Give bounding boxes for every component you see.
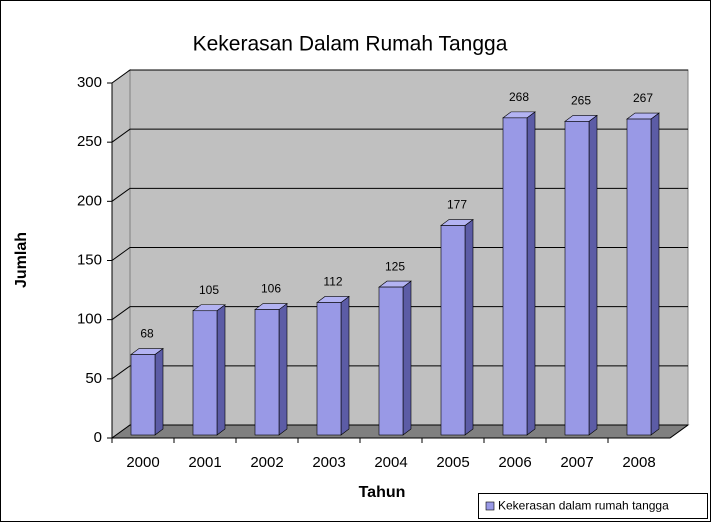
value-label: 177 (447, 198, 467, 212)
y-tick-label: 100 (77, 311, 102, 328)
grid-line (111, 365, 688, 380)
bar-side (278, 302, 288, 436)
x-axis-depth (669, 424, 689, 439)
grid-line (111, 69, 688, 84)
y-tick-label: 50 (85, 370, 102, 387)
legend-box (478, 493, 708, 519)
y-tick-label: 300 (77, 74, 102, 91)
value-label: 267 (633, 91, 653, 105)
y-tick-label: 0 (94, 429, 102, 446)
bar (130, 354, 156, 436)
x-tick-label: 2007 (560, 454, 593, 471)
bar (254, 309, 280, 436)
bar (502, 117, 528, 436)
x-tick-label: 2004 (374, 454, 407, 471)
bar (316, 302, 342, 436)
grid-line (111, 187, 688, 202)
grid-line (111, 306, 688, 321)
bar (378, 286, 404, 436)
chart-title: Kekerasan Dalam Rumah Tangga (193, 33, 508, 56)
x-tick-label: 2002 (250, 454, 283, 471)
legend-swatch (485, 501, 495, 511)
bar-side (216, 304, 226, 436)
grid-line (111, 424, 688, 439)
bar (564, 121, 590, 436)
x-tick-label: 2000 (126, 454, 159, 471)
bar-side (588, 114, 598, 436)
bar-side (526, 111, 536, 436)
value-label: 68 (140, 327, 154, 341)
bar-side (464, 218, 474, 436)
x-tick-label: 2006 (498, 454, 531, 471)
value-label: 125 (385, 259, 405, 273)
bar-side (650, 112, 660, 436)
x-tick-label: 2001 (188, 454, 221, 471)
x-axis-title: Tahun (359, 484, 406, 501)
legend-label: Kekerasan dalam rumah tangga (498, 499, 669, 513)
x-tick-label: 2008 (622, 454, 655, 471)
x-tick-label: 2003 (312, 454, 345, 471)
value-label: 106 (261, 282, 281, 296)
grid-line (111, 247, 688, 261)
value-label: 265 (571, 94, 591, 108)
x-tick-label: 2005 (436, 454, 469, 471)
bar (192, 310, 218, 436)
y-axis-title: Jumlah (13, 232, 30, 288)
y-tick-label: 200 (77, 192, 102, 209)
bar-side (402, 280, 412, 436)
y-tick-label: 250 (77, 133, 102, 150)
value-label: 268 (509, 90, 529, 104)
bar (440, 225, 466, 436)
grid-line (111, 128, 688, 143)
value-label: 112 (323, 275, 342, 289)
y-tick-label: 150 (77, 251, 102, 268)
bar (626, 118, 652, 436)
value-label: 105 (199, 283, 219, 297)
bar-side (154, 347, 164, 436)
bar-side (340, 295, 350, 436)
